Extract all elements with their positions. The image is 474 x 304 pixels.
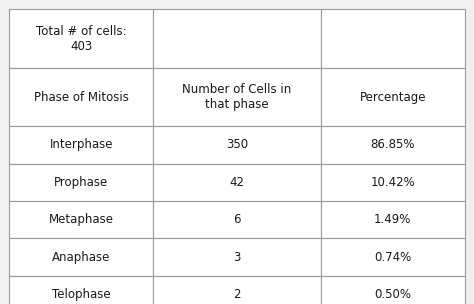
Text: Phase of Mitosis: Phase of Mitosis (34, 91, 128, 104)
Bar (9, 276, 153, 304)
Bar (9, 164, 153, 201)
Text: 0.50%: 0.50% (374, 288, 411, 301)
Bar (153, 164, 321, 201)
Bar (9, 126, 153, 164)
Bar (321, 276, 465, 304)
Bar (153, 9, 321, 68)
Bar (321, 201, 465, 238)
Bar (321, 68, 465, 126)
Bar (153, 201, 321, 238)
Text: Prophase: Prophase (54, 176, 108, 189)
Bar (153, 68, 321, 126)
Text: Total # of cells:
403: Total # of cells: 403 (36, 25, 127, 53)
Bar (9, 238, 153, 276)
Bar (321, 238, 465, 276)
Bar (321, 9, 465, 68)
Bar (153, 126, 321, 164)
Text: Percentage: Percentage (360, 91, 426, 104)
Text: Metaphase: Metaphase (49, 213, 114, 226)
Text: Number of Cells in
that phase: Number of Cells in that phase (182, 83, 292, 111)
Text: Anaphase: Anaphase (52, 250, 110, 264)
Text: 10.42%: 10.42% (371, 176, 415, 189)
Bar (153, 238, 321, 276)
Text: 350: 350 (226, 138, 248, 151)
Bar (9, 9, 153, 68)
Text: 2: 2 (233, 288, 241, 301)
Text: 1.49%: 1.49% (374, 213, 411, 226)
Bar (9, 201, 153, 238)
Text: 42: 42 (229, 176, 245, 189)
Text: 6: 6 (233, 213, 241, 226)
Bar (9, 68, 153, 126)
Bar (321, 164, 465, 201)
Text: 3: 3 (233, 250, 241, 264)
Bar (153, 276, 321, 304)
Bar (321, 126, 465, 164)
Text: Telophase: Telophase (52, 288, 110, 301)
Text: 0.74%: 0.74% (374, 250, 411, 264)
Text: 86.85%: 86.85% (371, 138, 415, 151)
Text: Interphase: Interphase (49, 138, 113, 151)
